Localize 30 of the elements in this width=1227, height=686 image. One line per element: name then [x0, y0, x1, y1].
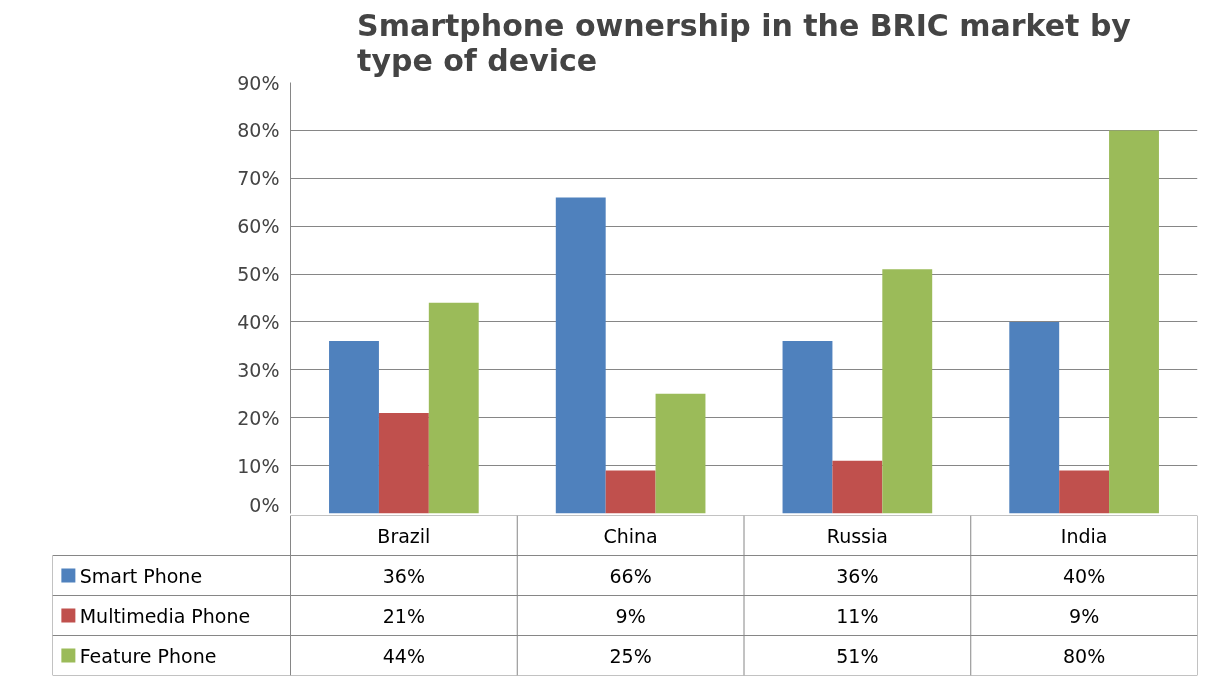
chart-title: Smartphone ownership in the BRIC market by type of device [357, 7, 1132, 78]
data-label: 11% [836, 604, 879, 627]
legend-label: Multimedia Phone [79, 604, 251, 627]
y-tick-label: 90% [237, 71, 280, 94]
y-tick-label: 60% [237, 215, 280, 238]
y-tick-label: 20% [237, 406, 280, 429]
data-label: 40% [1063, 564, 1106, 587]
x-tick-label: Brazil [377, 524, 431, 547]
y-tick-label: 10% [237, 454, 280, 477]
data-label: 66% [609, 564, 652, 587]
y-tick-label: 80% [237, 119, 280, 142]
y-tick-label: 40% [237, 310, 280, 333]
data-label: 44% [382, 644, 425, 667]
y-tick-label: 50% [237, 263, 280, 286]
legend-label: Feature Phone [79, 644, 217, 667]
x-tick-label: China [603, 524, 658, 547]
data-label: 36% [836, 564, 879, 587]
data-label: 25% [609, 644, 652, 667]
data-label: 80% [1063, 644, 1106, 667]
data-label: 36% [382, 564, 425, 587]
x-tick-label: Russia [826, 524, 888, 547]
data-label: 9% [1069, 604, 1100, 627]
legend-label: Smart Phone [79, 564, 203, 587]
data-label: 21% [382, 604, 425, 627]
y-tick-label: 30% [237, 358, 280, 381]
data-label: 51% [836, 644, 879, 667]
y-tick-label: 70% [237, 167, 280, 190]
x-tick-label: India [1060, 524, 1108, 547]
y-tick-label: 0% [249, 493, 280, 516]
data-label: 9% [615, 604, 646, 627]
